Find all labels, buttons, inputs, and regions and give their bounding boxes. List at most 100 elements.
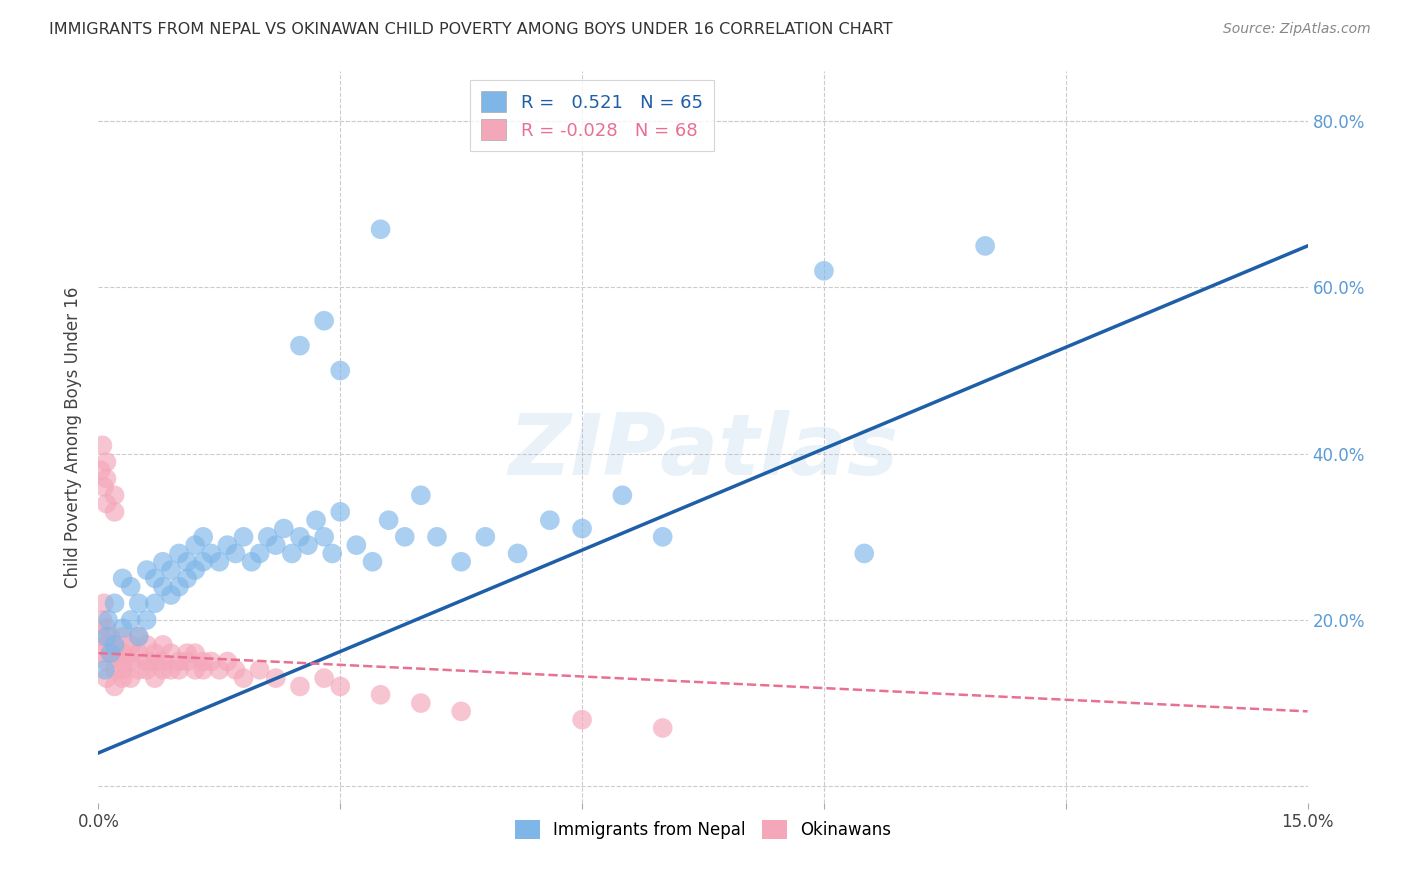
Point — [193, 663, 215, 677]
Point — [103, 680, 125, 694]
Point — [288, 680, 311, 694]
Point — [167, 663, 190, 677]
Point — [152, 655, 174, 669]
Point — [184, 646, 207, 660]
Point — [232, 671, 254, 685]
Point — [264, 538, 287, 552]
Point — [103, 505, 125, 519]
Point — [100, 646, 122, 660]
Point — [571, 521, 593, 535]
Text: Source: ZipAtlas.com: Source: ZipAtlas.com — [1223, 22, 1371, 37]
Point — [224, 546, 246, 560]
Point — [97, 613, 120, 627]
Point — [160, 563, 183, 577]
Point — [217, 655, 239, 669]
Point — [361, 555, 384, 569]
Point — [111, 621, 134, 635]
Point — [128, 630, 150, 644]
Point — [96, 455, 118, 469]
Point — [103, 488, 125, 502]
Point — [612, 488, 634, 502]
Point — [135, 663, 157, 677]
Point — [93, 596, 115, 610]
Point — [281, 546, 304, 560]
Point — [193, 555, 215, 569]
Point — [184, 538, 207, 552]
Point — [111, 655, 134, 669]
Legend: Immigrants from Nepal, Okinawans: Immigrants from Nepal, Okinawans — [508, 814, 898, 846]
Point — [128, 663, 150, 677]
Point — [184, 563, 207, 577]
Point — [249, 663, 271, 677]
Point — [329, 363, 352, 377]
Point — [90, 463, 112, 477]
Point — [111, 663, 134, 677]
Point — [370, 222, 392, 236]
Point — [200, 546, 222, 560]
Point — [426, 530, 449, 544]
Point — [152, 663, 174, 677]
Point — [103, 596, 125, 610]
Point — [288, 338, 311, 352]
Point — [120, 613, 142, 627]
Point — [120, 646, 142, 660]
Point — [314, 314, 336, 328]
Point — [103, 638, 125, 652]
Text: ZIPatlas: ZIPatlas — [508, 410, 898, 493]
Point — [160, 646, 183, 660]
Point — [409, 696, 432, 710]
Point — [167, 655, 190, 669]
Point — [128, 646, 150, 660]
Point — [111, 630, 134, 644]
Point — [217, 538, 239, 552]
Point — [813, 264, 835, 278]
Point — [143, 646, 166, 660]
Point — [224, 663, 246, 677]
Point — [256, 530, 278, 544]
Point — [90, 630, 112, 644]
Point — [651, 721, 673, 735]
Point — [314, 530, 336, 544]
Point — [474, 530, 496, 544]
Point — [94, 663, 117, 677]
Point — [111, 571, 134, 585]
Point — [273, 521, 295, 535]
Point — [305, 513, 328, 527]
Point — [321, 546, 343, 560]
Point — [200, 655, 222, 669]
Point — [314, 671, 336, 685]
Point — [288, 530, 311, 544]
Point — [152, 555, 174, 569]
Point — [152, 580, 174, 594]
Point — [120, 671, 142, 685]
Point — [240, 555, 263, 569]
Point — [264, 671, 287, 685]
Point — [176, 655, 198, 669]
Point — [143, 655, 166, 669]
Point — [120, 655, 142, 669]
Point — [450, 555, 472, 569]
Point — [297, 538, 319, 552]
Point — [249, 546, 271, 560]
Point — [152, 638, 174, 652]
Point — [853, 546, 876, 560]
Point — [91, 613, 114, 627]
Point — [377, 513, 399, 527]
Point — [160, 663, 183, 677]
Point — [103, 638, 125, 652]
Point — [176, 571, 198, 585]
Point — [100, 646, 122, 660]
Point — [167, 580, 190, 594]
Point — [184, 663, 207, 677]
Point — [160, 588, 183, 602]
Point — [394, 530, 416, 544]
Point — [143, 571, 166, 585]
Point — [232, 530, 254, 544]
Point — [409, 488, 432, 502]
Point — [208, 555, 231, 569]
Text: IMMIGRANTS FROM NEPAL VS OKINAWAN CHILD POVERTY AMONG BOYS UNDER 16 CORRELATION : IMMIGRANTS FROM NEPAL VS OKINAWAN CHILD … — [49, 22, 893, 37]
Point — [128, 596, 150, 610]
Point — [91, 438, 114, 452]
Point — [506, 546, 529, 560]
Point — [370, 688, 392, 702]
